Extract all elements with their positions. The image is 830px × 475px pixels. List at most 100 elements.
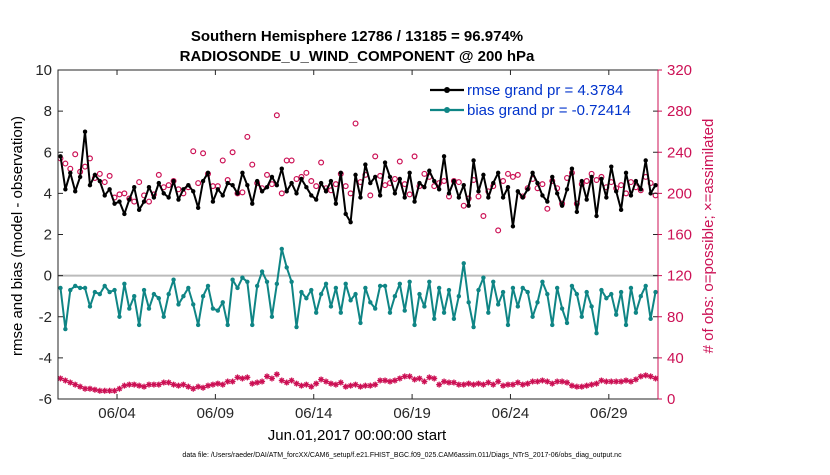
rmse-point — [643, 158, 648, 163]
bias-point — [441, 310, 447, 315]
x-tick-label: 06/04 — [98, 405, 136, 422]
obs-assimilated-marker — [396, 375, 403, 382]
bias-point — [387, 310, 393, 315]
bias-point — [618, 289, 624, 295]
obs-count-layer — [57, 112, 659, 394]
bias-point — [643, 283, 648, 289]
obs-possible-marker — [495, 227, 502, 234]
bias-point — [92, 289, 98, 295]
bias-point — [368, 300, 373, 305]
axis-layer: -6 -4 -2 0 2 4 6 8 10 0 40 80 120 160 200 240 280 320 06/0… — [35, 62, 692, 422]
bias-point — [176, 302, 181, 307]
obs-assimilated-marker — [200, 384, 207, 391]
rmse-point — [274, 182, 280, 188]
bias-point — [358, 320, 363, 326]
rmse-point — [200, 178, 206, 184]
obs-possible-marker — [352, 120, 359, 127]
obs-possible-marker — [411, 153, 418, 160]
rmse-point — [230, 182, 235, 188]
obs-assimilated-marker — [224, 378, 231, 385]
y-right-tick-label: 160 — [667, 227, 692, 244]
bias-point — [132, 293, 137, 299]
obs-possible-marker — [219, 157, 226, 164]
bias-point — [82, 285, 88, 291]
obs-assimilated-marker — [588, 381, 595, 388]
bias-point — [284, 265, 289, 270]
obs-assimilated-marker — [573, 383, 580, 390]
bias-point — [599, 287, 604, 293]
obs-assimilated-marker — [239, 375, 246, 382]
rmse-point — [446, 191, 452, 196]
obs-assimilated-marker — [67, 379, 74, 386]
bias-point — [515, 304, 521, 309]
bias-point — [186, 285, 191, 291]
obs-possible-marker — [505, 170, 512, 177]
rmse-point — [461, 182, 466, 188]
obs-assimilated-marker — [509, 381, 516, 388]
legend-box — [420, 76, 650, 120]
bias-point — [392, 293, 398, 299]
rmse-point — [584, 197, 589, 202]
obs-assimilated-marker — [101, 387, 108, 394]
bias-point — [628, 285, 634, 291]
obs-possible-marker — [244, 133, 251, 140]
rmse-point — [589, 174, 594, 180]
rmse-point — [377, 193, 383, 198]
bias-point — [122, 281, 127, 287]
bias-point — [495, 302, 501, 307]
obs-assimilated-marker — [637, 373, 644, 380]
bias-point — [102, 283, 107, 289]
obs-assimilated-marker — [529, 378, 536, 385]
rmse-point — [215, 187, 221, 192]
bias-point — [151, 291, 157, 297]
obs-assimilated-marker — [632, 376, 639, 383]
rmse-point — [569, 166, 575, 171]
rmse-point — [132, 185, 137, 190]
rmse-point — [309, 193, 314, 198]
rmse-point — [240, 170, 245, 176]
obs-assimilated-marker — [126, 381, 133, 388]
obs-assimilated-marker — [505, 381, 511, 388]
bias-point — [195, 322, 201, 328]
rmse-point — [146, 185, 152, 190]
obs-possible-marker — [308, 178, 315, 185]
obs-assimilated-marker — [559, 378, 566, 385]
obs-possible-marker — [303, 169, 310, 176]
obs-assimilated-marker — [490, 381, 497, 388]
chart-title-line1: Southern Hemisphere 12786 / 13185 = 96.9… — [191, 28, 523, 45]
obs-assimilated-marker — [259, 378, 266, 385]
rmse-point — [353, 172, 358, 178]
rmse-point — [328, 178, 334, 184]
obs-assimilated-marker — [111, 387, 118, 394]
obs-assimilated-marker — [519, 381, 526, 388]
bias-point — [235, 285, 240, 291]
rmse-point — [195, 205, 201, 210]
rmse-point — [299, 176, 304, 182]
obs-assimilated-marker — [288, 377, 295, 384]
rmse-point — [92, 172, 98, 178]
bias-point — [638, 293, 643, 299]
rmse-point — [476, 189, 481, 194]
rmse-point — [613, 189, 619, 194]
rmse-point — [432, 178, 437, 184]
bias-point — [245, 279, 250, 284]
bias-point — [240, 275, 245, 280]
rmse-point — [102, 193, 107, 198]
bias-point — [254, 283, 260, 289]
rmse-point — [525, 187, 530, 192]
obs-possible-marker — [101, 179, 108, 186]
bias-point — [353, 291, 358, 297]
bias-point — [613, 312, 619, 317]
rmse-point — [279, 166, 284, 171]
rmse-point — [77, 174, 83, 180]
rmse-point — [58, 154, 63, 159]
bias-point — [535, 300, 540, 305]
obs-assimilated-marker — [254, 379, 261, 386]
obs-possible-marker — [313, 183, 320, 190]
obs-assimilated-marker — [205, 382, 211, 389]
obs-assimilated-marker — [357, 383, 364, 390]
y-right-tick-label: 320 — [667, 62, 692, 79]
x-tick-label: 06/09 — [197, 405, 235, 422]
bias-point — [200, 293, 206, 299]
rmse-point — [107, 187, 112, 192]
